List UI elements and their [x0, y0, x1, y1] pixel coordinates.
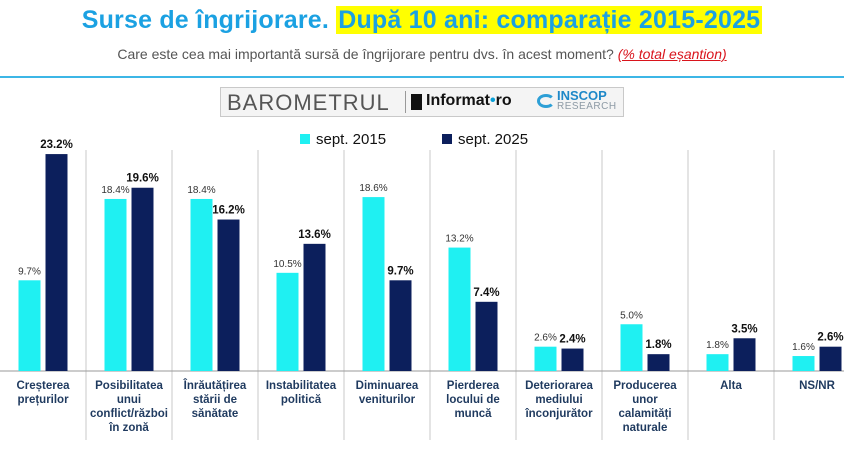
data-label-2015: 1.6% — [792, 342, 815, 353]
barometer-banner: BAROMETRUL Informat•ro INSCOP RESEARCH — [220, 87, 624, 117]
legend-swatch-2015 — [300, 134, 310, 145]
data-label-2025: 1.8% — [645, 339, 671, 351]
banner-separator — [405, 91, 406, 113]
data-label-2025: 19.6% — [126, 173, 159, 185]
data-label-2015: 9.7% — [18, 266, 41, 277]
inscop-logo: INSCOP — [557, 88, 607, 103]
legend-label-2015: sept. 2015 — [316, 131, 387, 148]
category-label: Instabilitatea politică — [266, 380, 337, 406]
bar-2025 — [303, 243, 326, 371]
title-highlight: După 10 ani: comparație 2015-2025 — [336, 6, 763, 34]
category-label: Producerea unor calamități naturale — [613, 380, 677, 434]
bar-2015 — [190, 198, 213, 371]
bar-2025 — [217, 219, 240, 371]
inscop-logo-icon — [537, 94, 555, 108]
legend-item-2015: sept. 2015 — [300, 131, 386, 148]
bar-2015 — [18, 280, 41, 371]
informat-logo: Informat•ro — [426, 92, 512, 109]
data-label-2025: 23.2% — [40, 139, 73, 151]
data-label-2025: 16.2% — [212, 205, 245, 217]
data-label-2015: 2.6% — [534, 333, 557, 344]
bar-2015 — [276, 272, 299, 371]
data-label-2025: 7.4% — [473, 287, 499, 299]
bar-2015 — [362, 197, 385, 371]
bar-2025 — [647, 354, 670, 371]
data-label-2015: 18.4% — [101, 185, 129, 196]
research-label: RESEARCH — [557, 101, 617, 112]
category-label: Creșterea prețurilor — [16, 380, 70, 406]
chart-subtitle: Care este cea mai importantă sursă de în… — [0, 46, 844, 62]
data-label-2025: 9.7% — [387, 265, 413, 277]
legend-item-2025: sept. 2025 — [442, 131, 528, 148]
category-label: Posibilitatea unui conflict/război în zonă — [90, 380, 168, 434]
data-label-2025: 2.4% — [559, 334, 585, 346]
bar-2025 — [131, 187, 154, 371]
legend-swatch-2025 — [442, 134, 452, 145]
informat-logo-icon — [411, 94, 422, 110]
data-label-2025: 13.6% — [298, 229, 331, 241]
bar-2015 — [448, 247, 471, 371]
bar-2025 — [733, 338, 756, 371]
data-label-2015: 5.0% — [620, 310, 643, 321]
data-label-2025: 2.6% — [817, 332, 843, 344]
data-label-2015: 13.2% — [445, 234, 473, 245]
subtitle-question: Care este cea mai importantă sursă de în… — [117, 46, 614, 62]
data-label-2015: 18.4% — [187, 185, 215, 196]
bar-2025 — [389, 280, 412, 371]
bar-2025 — [475, 301, 498, 371]
bar-2015 — [620, 324, 643, 371]
header-divider — [0, 76, 844, 78]
category-label: Deteriorarea mediului înconjurător — [524, 380, 593, 420]
legend-label-2025: sept. 2025 — [458, 131, 529, 148]
data-label-2015: 18.6% — [359, 183, 387, 194]
title-part-1: Surse de îngrijorare. — [81, 6, 330, 34]
bar-2025 — [45, 154, 68, 371]
barometrul-label: BAROMETRUL — [227, 90, 390, 115]
category-label: Înrăutățirea stării de sănătate — [183, 379, 247, 420]
chart-title: Surse de îngrijorare. După 10 ani: compa… — [0, 6, 844, 35]
data-label-2015: 1.8% — [706, 340, 729, 351]
bar-2015 — [706, 354, 729, 371]
bar-2025 — [819, 346, 842, 371]
bar-2015 — [104, 198, 127, 371]
category-label: Alta — [720, 380, 742, 392]
bar-2025 — [561, 348, 584, 371]
bar-2015 — [792, 356, 815, 371]
category-label: Diminuarea veniturilor — [356, 380, 419, 406]
category-label: NS/NR — [799, 380, 835, 392]
subtitle-note: (% total eșantion) — [617, 46, 727, 62]
bar-2015 — [534, 346, 557, 371]
data-label-2015: 10.5% — [273, 259, 301, 270]
data-label-2025: 3.5% — [731, 323, 757, 335]
category-label: Pierderea locului de muncă — [446, 380, 500, 420]
